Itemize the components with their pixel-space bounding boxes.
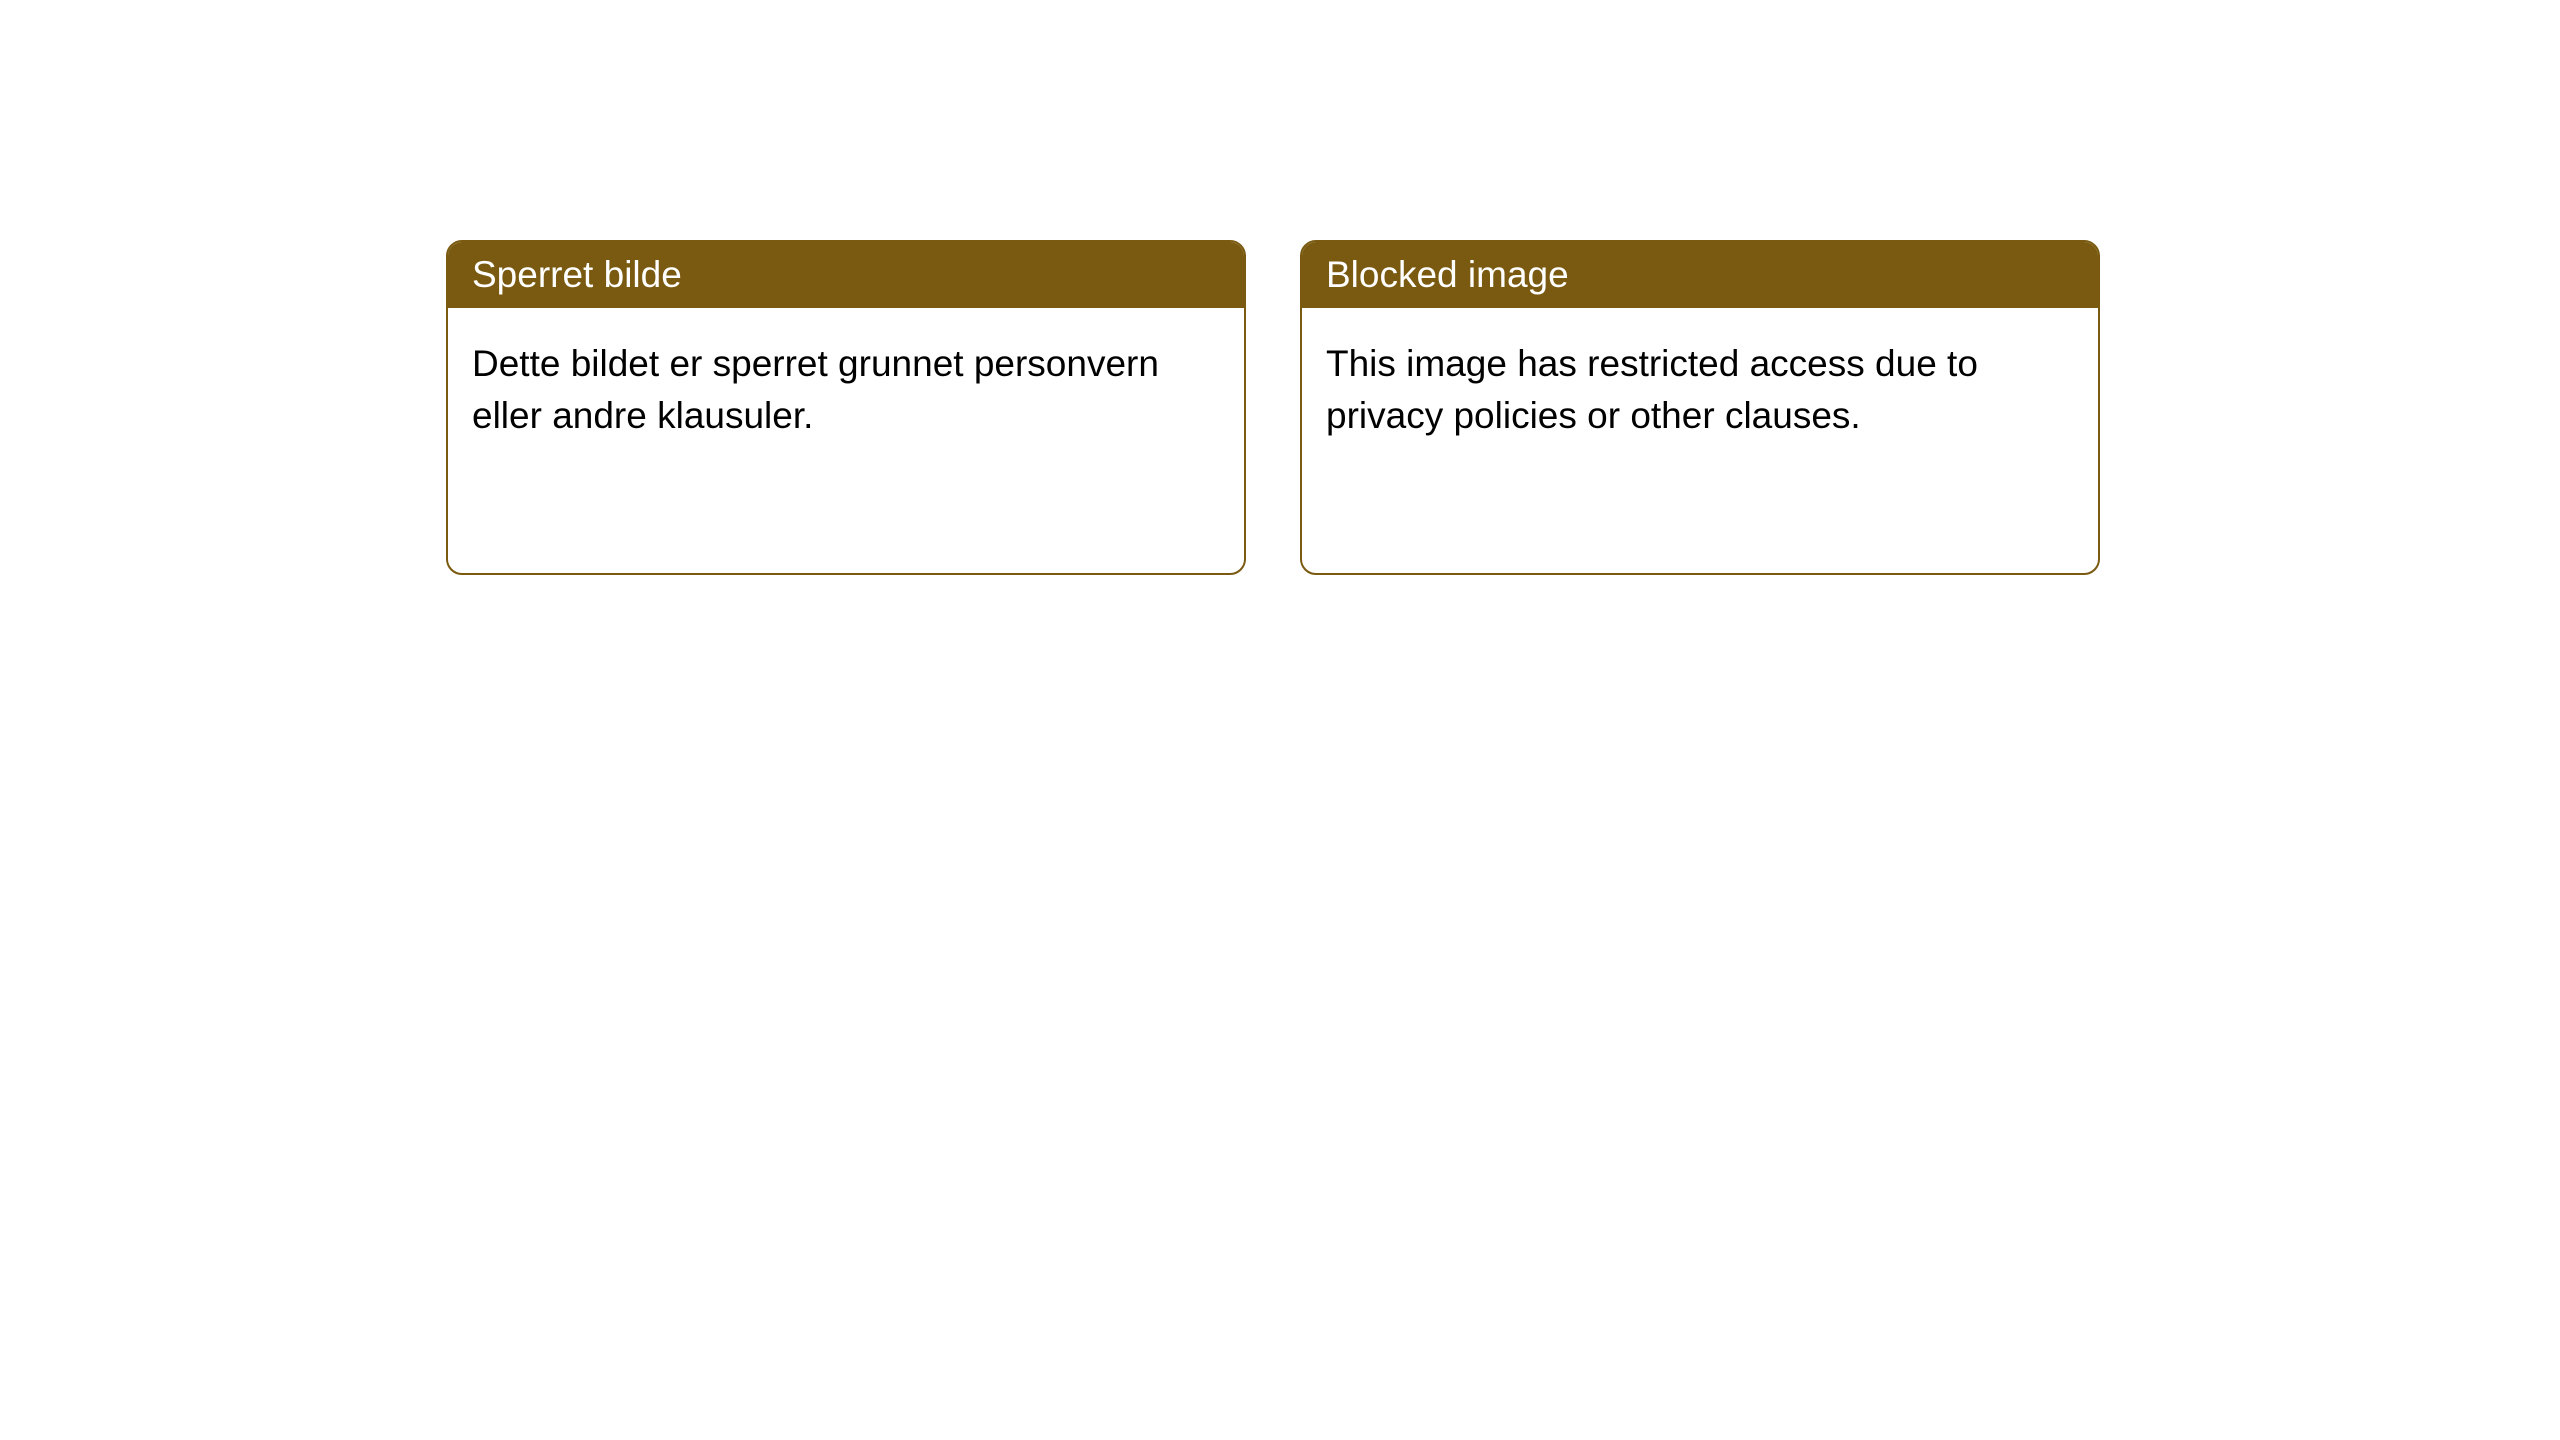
card-title: Blocked image (1326, 254, 1569, 295)
card-body-text: This image has restricted access due to … (1326, 343, 1978, 436)
card-header: Sperret bilde (448, 242, 1244, 308)
card-body-text: Dette bildet er sperret grunnet personve… (472, 343, 1159, 436)
card-title: Sperret bilde (472, 254, 682, 295)
blocked-image-card-en: Blocked image This image has restricted … (1300, 240, 2100, 575)
card-body: Dette bildet er sperret grunnet personve… (448, 308, 1244, 472)
message-container: Sperret bilde Dette bildet er sperret gr… (0, 0, 2560, 575)
card-header: Blocked image (1302, 242, 2098, 308)
card-body: This image has restricted access due to … (1302, 308, 2098, 472)
blocked-image-card-no: Sperret bilde Dette bildet er sperret gr… (446, 240, 1246, 575)
